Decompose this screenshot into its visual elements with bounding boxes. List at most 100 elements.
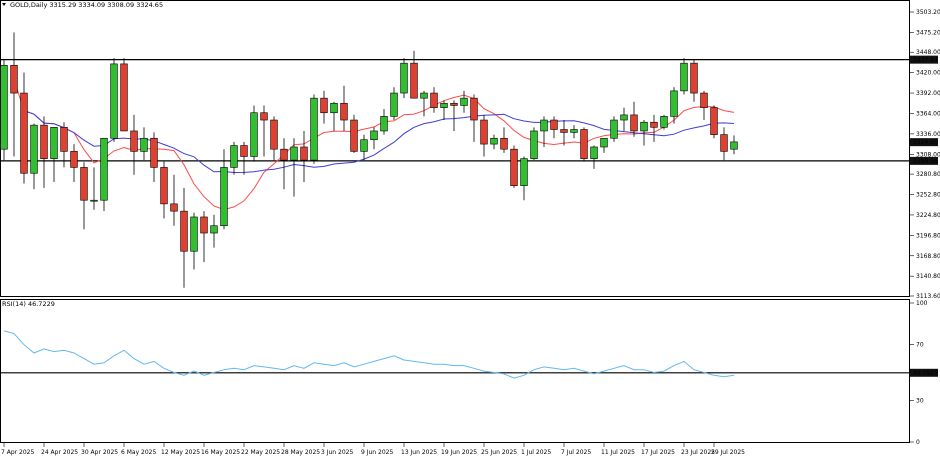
candle-body [340, 102, 348, 121]
candle-body [480, 119, 488, 145]
candle-body [90, 199, 98, 202]
candle-body [200, 216, 208, 234]
candle-body [390, 92, 398, 117]
candle-body [270, 119, 278, 150]
candle-body [140, 137, 148, 152]
date-tick-label: 9 Jun 2025 [361, 449, 393, 456]
candle-body [130, 130, 138, 152]
rsi-marker-label: 49.7925 [913, 370, 938, 377]
price-marker-label: 3437.84 [913, 57, 938, 64]
candle-body [500, 137, 508, 150]
candle-body [20, 92, 28, 174]
rsi-tick-label: 0 [916, 439, 920, 446]
candle-body [310, 97, 318, 161]
candle-body [220, 167, 228, 227]
candle-body [250, 112, 258, 157]
candle-body [380, 116, 388, 132]
date-tick-label: 13 Jun 2025 [401, 449, 437, 456]
candle-body [410, 62, 418, 99]
candle-body [210, 225, 218, 234]
candle-body [490, 137, 498, 145]
candle-body [10, 65, 18, 94]
candle-body [80, 167, 88, 201]
candle-body [40, 124, 48, 159]
price-tick-label: 3503.20 [916, 9, 940, 16]
date-tick-label: 12 May 2025 [161, 449, 200, 456]
chart-menu-icon[interactable] [2, 3, 6, 6]
candle-body [320, 97, 328, 114]
candle-body [560, 129, 568, 133]
candle-body [650, 121, 658, 128]
candle-body [710, 107, 718, 135]
candle-body [630, 114, 638, 132]
candle-body [190, 216, 198, 252]
date-tick-label: 22 May 2025 [241, 449, 280, 456]
candle-body [460, 97, 468, 106]
date-tick-label: 11 Jul 2025 [601, 449, 635, 456]
rsi-panel-frame [0, 299, 910, 443]
rsi-label: RSI(14) 46.7229 [2, 300, 55, 308]
rsi-line [3, 330, 735, 379]
candle-body [100, 137, 108, 201]
candle-body [680, 62, 688, 92]
price-tick-label: 3168.80 [916, 253, 940, 260]
candle-body [620, 114, 628, 121]
candle-body [550, 119, 558, 130]
chart-title: GOLD,Daily 3315.29 3334.09 3308.09 3324.… [10, 1, 163, 9]
candle-body [430, 92, 438, 108]
candle-body [60, 127, 68, 152]
price-tick-label: 3140.80 [916, 273, 940, 280]
candle-body [590, 146, 598, 159]
rsi-tick-label: 100 [916, 300, 928, 307]
candle-body [330, 102, 338, 114]
rsi-tick-label: 30 [916, 397, 924, 404]
price-tick-label: 3196.80 [916, 232, 940, 239]
price-marker-box [910, 55, 938, 64]
candle-body [530, 130, 538, 159]
candle-body [730, 141, 738, 150]
price-tick-label: 3308.00 [916, 151, 940, 158]
date-tick-label: 28 May 2025 [281, 449, 320, 456]
date-tick-label: 17 Jul 2025 [641, 449, 675, 456]
price-tick-label: 3336.00 [916, 131, 940, 138]
candle-body [120, 63, 128, 132]
candle-body [350, 119, 358, 152]
candle-body [180, 210, 188, 252]
candle-body [300, 146, 308, 161]
price-tick-label: 3475.20 [916, 29, 940, 36]
candle-body [70, 151, 78, 168]
candle-body [280, 148, 288, 161]
candle-body [30, 124, 38, 174]
price-tick-label: 3252.80 [916, 192, 940, 199]
price-tick-label: 3113.60 [916, 293, 940, 300]
price-marker-label: 3324.65 [913, 139, 938, 146]
candle-body [640, 121, 648, 132]
date-tick-label: 7 Jul 2025 [561, 449, 591, 456]
candle-body [110, 63, 118, 139]
price-tick-label: 3420.00 [916, 70, 940, 77]
candle-body [230, 145, 238, 168]
candle-body [570, 129, 578, 133]
price-axis: 3503.20 3475.20 3448.00 3420.00 3392.00 3364.… [910, 9, 940, 300]
candle-body [440, 102, 448, 108]
candle-body [420, 92, 428, 99]
candle-body [370, 130, 378, 141]
candle-body [360, 139, 368, 152]
candle-body [520, 158, 528, 186]
rsi-axis: 100 70 49.7925 30 0 [910, 300, 938, 446]
price-tick-label: 3392.00 [916, 90, 940, 97]
candle-body [700, 92, 708, 108]
candles [0, 32, 738, 288]
date-tick-label: 29 Jul 2025 [711, 449, 745, 456]
candle-body [50, 127, 58, 159]
candle-body [580, 129, 588, 159]
date-tick-label: 6 May 2025 [121, 449, 156, 456]
date-tick-label: 3 Jun 2025 [321, 449, 353, 456]
price-marker-label: 3298.96 [913, 158, 938, 165]
candle-body [260, 112, 268, 121]
date-tick-label: 24 Apr 2025 [41, 449, 78, 456]
price-tick-label: 3280.80 [916, 171, 940, 178]
date-tick-label: 1 Jul 2025 [521, 449, 551, 456]
price-tick-label: 3448.00 [916, 49, 940, 56]
